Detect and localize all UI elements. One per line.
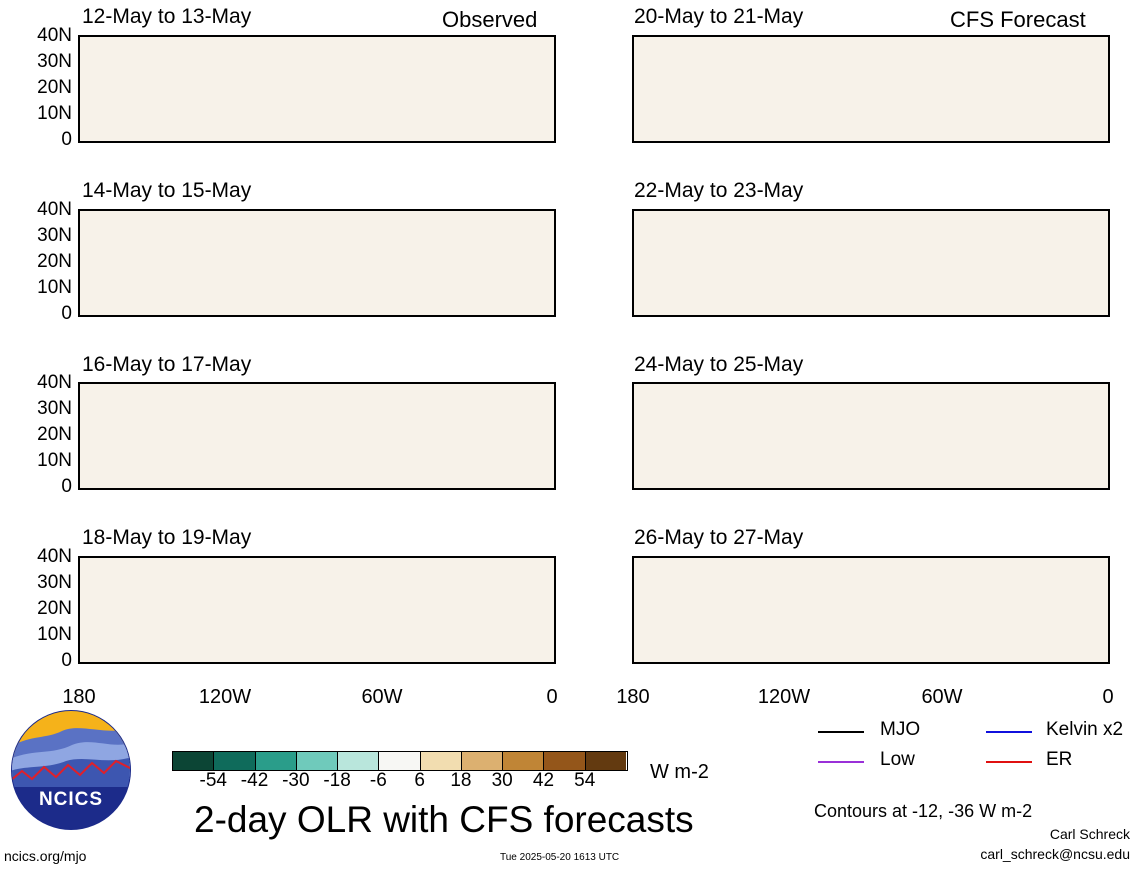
observed-label: Observed xyxy=(442,7,538,32)
colorbar-tick-label: -6 xyxy=(369,770,387,791)
colorbar-tick-label: 54 xyxy=(574,770,596,791)
legend-line-low xyxy=(818,761,864,763)
colorbar-swatch xyxy=(420,752,462,770)
colorbar-tick-label: 6 xyxy=(414,770,425,791)
colorbar-swatch xyxy=(338,752,380,770)
y-tick-label: 30N xyxy=(37,225,72,246)
x-tick-label: 0 xyxy=(546,686,558,708)
ncics-logo: NCICS xyxy=(10,709,132,831)
colorbar-tick-label: -54 xyxy=(199,770,227,791)
legend-label-low: Low xyxy=(880,749,915,770)
colorbar-swatch xyxy=(214,752,256,770)
y-tick-label: 10N xyxy=(37,450,72,471)
y-tick-label: 10N xyxy=(37,624,72,645)
colorbar-swatch xyxy=(544,752,586,770)
y-tick-label: 0 xyxy=(61,650,72,671)
ncics-logo-graphic xyxy=(11,710,131,830)
colorbar-tick-label: -42 xyxy=(240,770,269,791)
olr-map-panel xyxy=(632,209,1110,317)
x-tick-label: 60W xyxy=(361,686,403,708)
y-tick-label: 40N xyxy=(37,25,72,46)
author-email: carl_schreck@ncsu.edu xyxy=(980,846,1130,862)
y-tick-label: 40N xyxy=(37,372,72,393)
panel-date-label: 14-May to 15-May xyxy=(82,179,252,202)
legend-line-er xyxy=(986,761,1032,763)
website-link[interactable]: ncics.org/mjo xyxy=(4,848,87,864)
contours-note: Contours at -12, -36 W m-2 xyxy=(814,801,1033,821)
colorbar-swatch xyxy=(503,752,545,770)
y-tick-label: 0 xyxy=(61,303,72,324)
y-tick-label: 10N xyxy=(37,277,72,298)
x-tick-label: 0 xyxy=(1102,686,1114,708)
colorbar-swatch xyxy=(296,752,339,770)
olr-map-panel xyxy=(632,35,1110,143)
colorbar-tick-label: -30 xyxy=(282,770,310,791)
olr-map-panel xyxy=(78,382,556,490)
colorbar-swatch xyxy=(173,752,215,770)
colorbar-tick-label: -18 xyxy=(323,770,351,791)
panel-date-label: 24-May to 25-May xyxy=(634,353,804,376)
colorbar-tick-label: 42 xyxy=(532,770,555,791)
colorbar-swatch xyxy=(461,752,504,770)
y-tick-label: 30N xyxy=(37,398,72,419)
y-tick-label: 30N xyxy=(37,51,72,72)
olr-map-panel xyxy=(632,382,1110,490)
timestamp: Tue 2025-05-20 1613 UTC xyxy=(500,852,620,863)
legend-label-mjo: MJO xyxy=(880,719,921,740)
x-tick-label: 180 xyxy=(62,686,96,708)
y-tick-label: 20N xyxy=(37,251,72,272)
panel-date-label: 12-May to 13-May xyxy=(82,5,252,28)
colorbar xyxy=(172,751,628,771)
panel-date-label: 22-May to 23-May xyxy=(634,179,804,202)
x-tick-label: 120W xyxy=(198,686,252,708)
x-tick-label: 120W xyxy=(757,686,811,708)
panel-date-label: 20-May to 21-May xyxy=(634,5,804,28)
legend-label-kelvin: Kelvin x2 xyxy=(1046,719,1124,740)
x-tick-label: 180 xyxy=(616,686,650,708)
legend-line-kelvin xyxy=(986,731,1032,733)
panel-date-label: 26-May to 27-May xyxy=(634,526,804,549)
colorbar-tick-label: 18 xyxy=(450,770,472,791)
y-tick-label: 30N xyxy=(37,572,72,593)
colorbar-swatch xyxy=(255,752,297,770)
olr-map-panel xyxy=(78,556,556,664)
ncics-logo-text: NCICS xyxy=(38,789,104,810)
colorbar-tick-label: 30 xyxy=(491,770,513,791)
y-tick-label: 20N xyxy=(37,598,72,619)
legend-label-er: ER xyxy=(1046,749,1073,770)
y-tick-label: 40N xyxy=(37,546,72,567)
colorbar-swatch xyxy=(585,752,626,770)
y-tick-label: 40N xyxy=(37,199,72,220)
y-tick-label: 20N xyxy=(37,424,72,445)
colorbar-unit: W m-2 xyxy=(650,761,709,783)
olr-map-panel xyxy=(78,35,556,143)
olr-map-panel xyxy=(632,556,1110,664)
cfs-forecast-label: CFS Forecast xyxy=(950,7,1086,32)
figure-title: 2-day OLR with CFS forecasts xyxy=(194,799,694,840)
panel-date-label: 18-May to 19-May xyxy=(82,526,252,549)
olr-map-panel xyxy=(78,209,556,317)
y-tick-label: 20N xyxy=(37,77,72,98)
panel-date-label: 16-May to 17-May xyxy=(82,353,252,376)
y-tick-label: 0 xyxy=(61,476,72,497)
author-name: Carl Schreck xyxy=(1049,826,1130,842)
colorbar-swatch xyxy=(379,752,421,770)
legend-line-mjo xyxy=(818,731,864,733)
y-tick-label: 0 xyxy=(61,129,72,150)
x-tick-label: 60W xyxy=(921,686,963,708)
y-tick-label: 10N xyxy=(37,103,72,124)
